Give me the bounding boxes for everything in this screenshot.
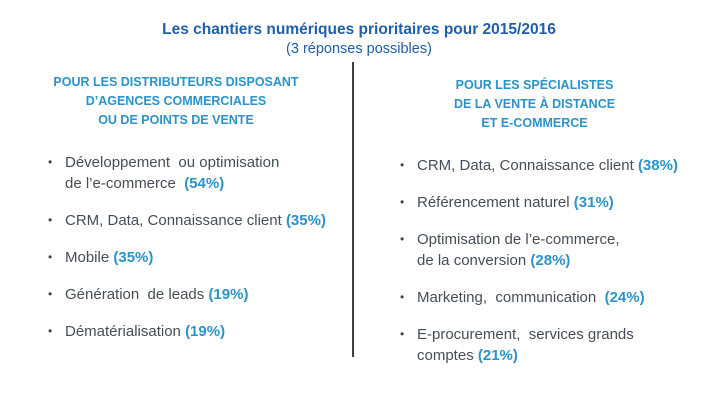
left-column-header: POUR LES DISTRIBUTEURS DISPOSANT D’AGENC… bbox=[53, 75, 299, 127]
bullet-text: CRM, Data, Connaissance client bbox=[65, 212, 286, 229]
percentage-value: (31%) bbox=[573, 194, 614, 211]
column-divider bbox=[352, 62, 354, 357]
percentage-value: (35%) bbox=[285, 212, 326, 229]
list-item: • Mobile (35%) bbox=[48, 247, 352, 268]
right-column-header: POUR LES SPÉCIALISTES DE LA VENTE À DIST… bbox=[453, 78, 616, 130]
bullet-text: CRM, Data, Connaissance client bbox=[417, 157, 638, 174]
title-block: Les chantiers numériques prioritaires po… bbox=[0, 0, 718, 59]
list-item: • Référencement naturel (31%) bbox=[400, 192, 717, 213]
left-column: POUR LES DISTRIBUTEURS DISPOSANT D’AGENC… bbox=[0, 73, 352, 382]
list-item: • Optimisation de l’e-commerce, de la co… bbox=[400, 229, 717, 271]
bullet-icon: • bbox=[400, 195, 405, 209]
bullet-icon: • bbox=[400, 158, 405, 172]
percentage-value: (24%) bbox=[604, 289, 645, 306]
bullet-icon: • bbox=[400, 232, 405, 246]
right-bullet-list: • CRM, Data, Connaissance client (38%) •… bbox=[352, 155, 717, 366]
list-item: • Génération de leads (19%) bbox=[48, 284, 352, 305]
bullet-text: Mobile bbox=[65, 249, 114, 266]
percentage-value: (21%) bbox=[477, 347, 518, 364]
bullet-icon: • bbox=[48, 287, 53, 301]
right-column: POUR LES SPÉCIALISTES DE LA VENTE À DIST… bbox=[352, 73, 717, 382]
page-title: Les chantiers numériques prioritaires po… bbox=[162, 21, 556, 38]
percentage-value: (19%) bbox=[185, 323, 226, 340]
list-item: • CRM, Data, Connaissance client (38%) bbox=[400, 155, 717, 176]
list-item: • Dématérialisation (19%) bbox=[48, 321, 352, 342]
bullet-text: E-procurement, services grands comptes bbox=[417, 326, 634, 364]
bullet-text: Optimisation de l’e-commerce, de la conv… bbox=[417, 231, 620, 269]
list-item: • Marketing, communication (24%) bbox=[400, 287, 717, 308]
bullet-icon: • bbox=[48, 213, 53, 227]
percentage-value: (38%) bbox=[637, 157, 678, 174]
bullet-text: Marketing, communication bbox=[417, 289, 605, 306]
bullet-icon: • bbox=[48, 324, 53, 338]
percentage-value: (28%) bbox=[530, 252, 571, 269]
page-subtitle: (3 réponses possibles) bbox=[286, 41, 432, 57]
list-item: • Développement ou optimisation de l’e-c… bbox=[48, 152, 352, 194]
left-bullet-list: • Développement ou optimisation de l’e-c… bbox=[0, 152, 352, 342]
bullet-icon: • bbox=[400, 327, 405, 341]
percentage-value: (19%) bbox=[208, 286, 249, 303]
bullet-icon: • bbox=[400, 290, 405, 304]
bullet-text: Référencement naturel bbox=[417, 194, 574, 211]
list-item: • CRM, Data, Connaissance client (35%) bbox=[48, 210, 352, 231]
bullet-icon: • bbox=[48, 155, 53, 169]
list-item: • E-procurement, services grands comptes… bbox=[400, 324, 717, 366]
bullet-icon: • bbox=[48, 250, 53, 264]
two-column-layout: POUR LES DISTRIBUTEURS DISPOSANT D’AGENC… bbox=[0, 62, 718, 382]
percentage-value: (54%) bbox=[184, 175, 225, 192]
bullet-text: Génération de leads bbox=[65, 286, 209, 303]
bullet-text: Développement ou optimisation de l’e-com… bbox=[65, 154, 280, 192]
percentage-value: (35%) bbox=[113, 249, 154, 266]
bullet-text: Dématérialisation bbox=[65, 323, 186, 340]
